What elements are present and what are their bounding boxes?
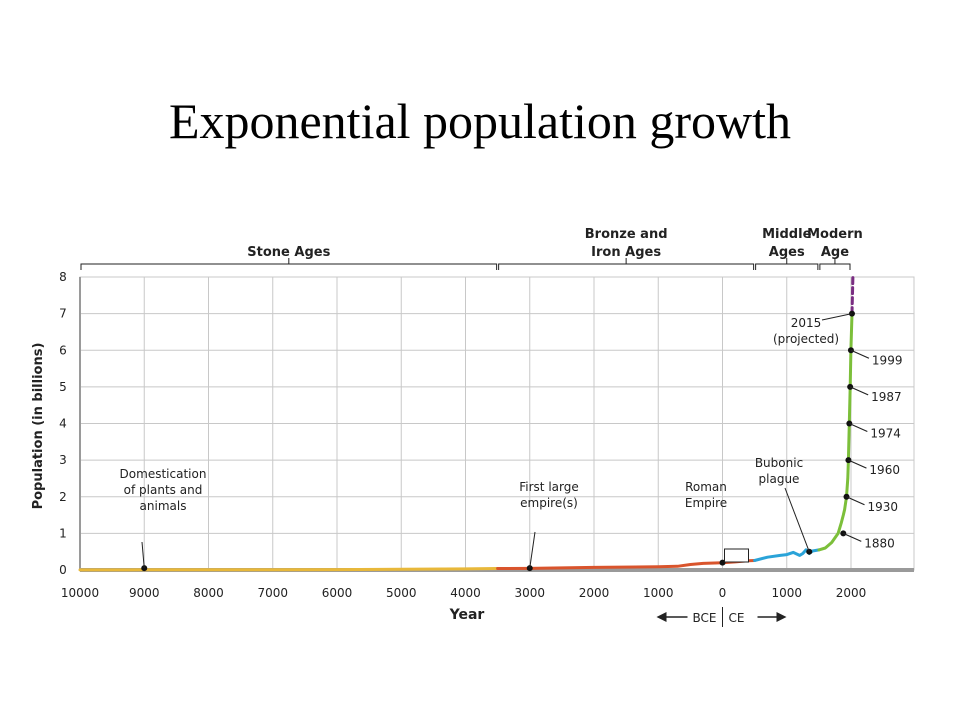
x-tick-label: 2000 (836, 586, 867, 600)
milestone-label: 1999 (872, 353, 903, 367)
x-tick-label: 4000 (450, 586, 481, 600)
milestone-leader (848, 459, 867, 469)
x-tick-label: 1000 (771, 586, 802, 600)
axis-labels: Year Population (in billions) BCE CE (31, 343, 787, 627)
slide-title: Exponential population growth (168, 93, 792, 149)
chart-annotations: Domestication of plants and animals First l… (120, 310, 855, 572)
y-tick-label: 0 (59, 563, 67, 577)
milestone-label: 1960 (869, 463, 900, 477)
bce-label: BCE (693, 611, 717, 625)
milestone-leader (846, 496, 865, 506)
annotation-leader (784, 487, 810, 552)
roman-empire-box (724, 548, 749, 563)
annotation-leader (141, 541, 145, 569)
age-label: Bronze and Iron Ages (585, 227, 668, 260)
milestone-leader (849, 422, 868, 433)
age-brackets: Stone Ages Bronze and Iron Ages Middle AgesM… (80, 227, 863, 270)
y-tick-label: 5 (59, 380, 67, 394)
y-tick-label: 1 (59, 526, 67, 540)
x-tick-label: 7000 (257, 586, 288, 600)
x-axis-label: Year (449, 607, 485, 623)
x-tick-label: 1000 (643, 586, 674, 600)
annotation-label: Domestication of plants and animals (120, 467, 207, 513)
age-bracket (80, 263, 498, 270)
milestone-label: 1974 (870, 427, 901, 441)
series-line (78, 567, 500, 572)
milestone-leader (849, 386, 869, 396)
y-tick-label: 2 (59, 490, 67, 504)
x-tick-label: 9000 (129, 586, 160, 600)
chart-grid (79, 276, 915, 571)
tick-labels: 10000 9000 8000 7000 6000 5000 4000 3000 2000 100… (59, 270, 866, 600)
x-tick-label: 5000 (386, 586, 417, 600)
ce-arrow-icon (776, 612, 787, 622)
age-bracket (498, 263, 755, 270)
annotation-label: Bubonic plague (755, 456, 803, 486)
annotation-label: First large empire(s) (519, 480, 578, 510)
age-bracket (819, 263, 851, 270)
x-tick-label: 10000 (61, 586, 99, 600)
milestone-label: 1880 (864, 536, 895, 550)
x-tick-label: 3000 (514, 586, 545, 600)
milestone-leader (850, 349, 870, 359)
milestone-leader (843, 532, 862, 542)
annotation-label: 2015 (projected) (773, 316, 839, 346)
ce-label: CE (729, 611, 745, 625)
bce-arrow-icon (656, 612, 667, 622)
y-tick-label: 3 (59, 453, 67, 467)
y-tick-label: 8 (59, 270, 67, 284)
age-label: Modern Age (807, 227, 863, 260)
series-line (850, 275, 855, 316)
age-bracket (755, 263, 819, 270)
x-tick-label: 0 (719, 586, 727, 600)
age-label: Stone Ages (247, 245, 330, 260)
age-label: Middle Ages (762, 227, 811, 260)
y-axis-label: Population (in billions) (31, 343, 46, 510)
x-tick-label: 8000 (193, 586, 224, 600)
annotation-label: Roman Empire (685, 480, 727, 510)
x-tick-label: 6000 (322, 586, 353, 600)
milestone-label: 1987 (871, 390, 902, 404)
y-tick-label: 4 (59, 417, 67, 431)
series-line (817, 312, 854, 552)
series-line (496, 559, 757, 570)
milestone-label: 1930 (868, 500, 899, 514)
annotation-leader (821, 313, 853, 321)
x-tick-label: 2000 (579, 586, 610, 600)
y-tick-label: 7 (59, 307, 67, 321)
y-tick-label: 6 (59, 343, 67, 357)
milestone-markers: 1880 1930 1960 1974 1987 1999 (840, 347, 902, 550)
annotation-leader (529, 531, 536, 569)
